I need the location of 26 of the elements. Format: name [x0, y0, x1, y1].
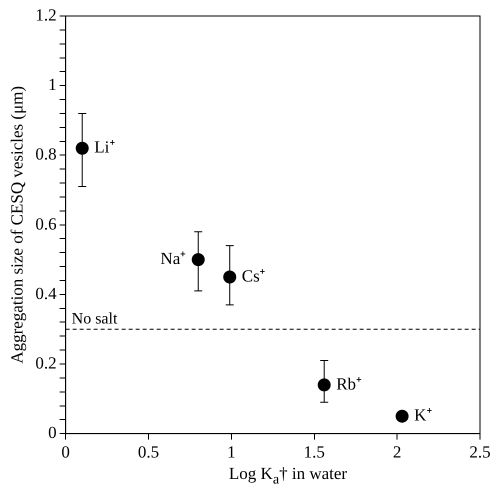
annotation: Rb⁺ — [336, 374, 362, 394]
y-axis-title: Aggregation size of CESQ vesicles (μm) — [8, 86, 27, 364]
x-tick-label: 0.5 — [138, 442, 160, 462]
x-tick-label: 1 — [227, 442, 236, 462]
y-tick-label: 0 — [48, 423, 57, 442]
annotation: Na⁺ — [160, 249, 186, 268]
point — [192, 253, 205, 266]
y-tick-label: 0.8 — [35, 144, 57, 164]
point — [318, 378, 331, 392]
point — [223, 270, 236, 284]
x-axis-title: Log K$_{a}$† in water — [228, 464, 348, 488]
x-tick-label: 0 — [61, 442, 70, 462]
y-tick-label: 1 — [48, 75, 57, 94]
ref-line-label: No salt — [72, 310, 118, 328]
y-tick-label: 1.2 — [35, 5, 57, 24]
annotation: K⁺ — [414, 406, 432, 425]
x-tick-label: 1.5 — [304, 442, 325, 462]
annotation: Li⁺ — [94, 138, 116, 157]
annotation: Cs⁺ — [242, 266, 266, 286]
y-tick-label: 0.2 — [35, 353, 57, 372]
point — [76, 142, 89, 155]
y-tick-label: 0.6 — [35, 214, 57, 234]
point — [396, 410, 409, 423]
x-tick-label: 2.5 — [469, 442, 491, 462]
x-tick-label: 2 — [392, 442, 402, 462]
y-tick-label: 0.4 — [35, 284, 58, 303]
